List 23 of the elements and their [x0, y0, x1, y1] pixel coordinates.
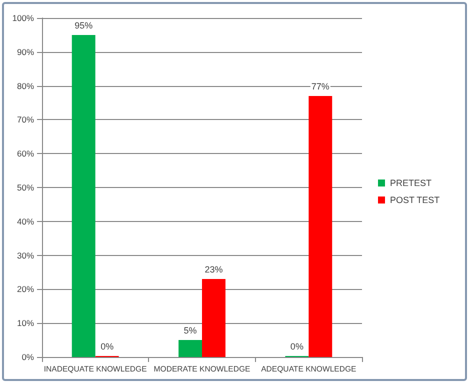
legend-label: POST TEST	[390, 195, 440, 205]
y-tick-label: 30%	[16, 250, 34, 260]
data-label: 95%	[74, 20, 93, 30]
bar	[202, 279, 226, 357]
y-tick-label: 80%	[16, 80, 34, 91]
bar	[72, 34, 96, 357]
data-label: 5%	[184, 326, 197, 336]
y-tick-label: 50%	[16, 182, 34, 192]
y-tick-label: 90%	[16, 46, 34, 57]
bar	[178, 340, 202, 357]
y-tick-label: 0%	[22, 352, 34, 362]
bar	[308, 96, 332, 357]
y-tick-label: 70%	[16, 114, 34, 125]
legend-label: PRETEST	[390, 178, 432, 188]
y-tick-label: 100%	[12, 13, 34, 23]
data-label: 77%	[311, 81, 330, 92]
y-tick-label: 60%	[16, 148, 34, 159]
y-tick-label: 20%	[16, 284, 34, 294]
data-label: 0%	[100, 342, 114, 352]
data-label: 23%	[204, 264, 223, 275]
y-tick-label: 40%	[16, 216, 34, 226]
y-tick-label: 10%	[16, 318, 34, 328]
data-label: 0%	[290, 342, 304, 352]
